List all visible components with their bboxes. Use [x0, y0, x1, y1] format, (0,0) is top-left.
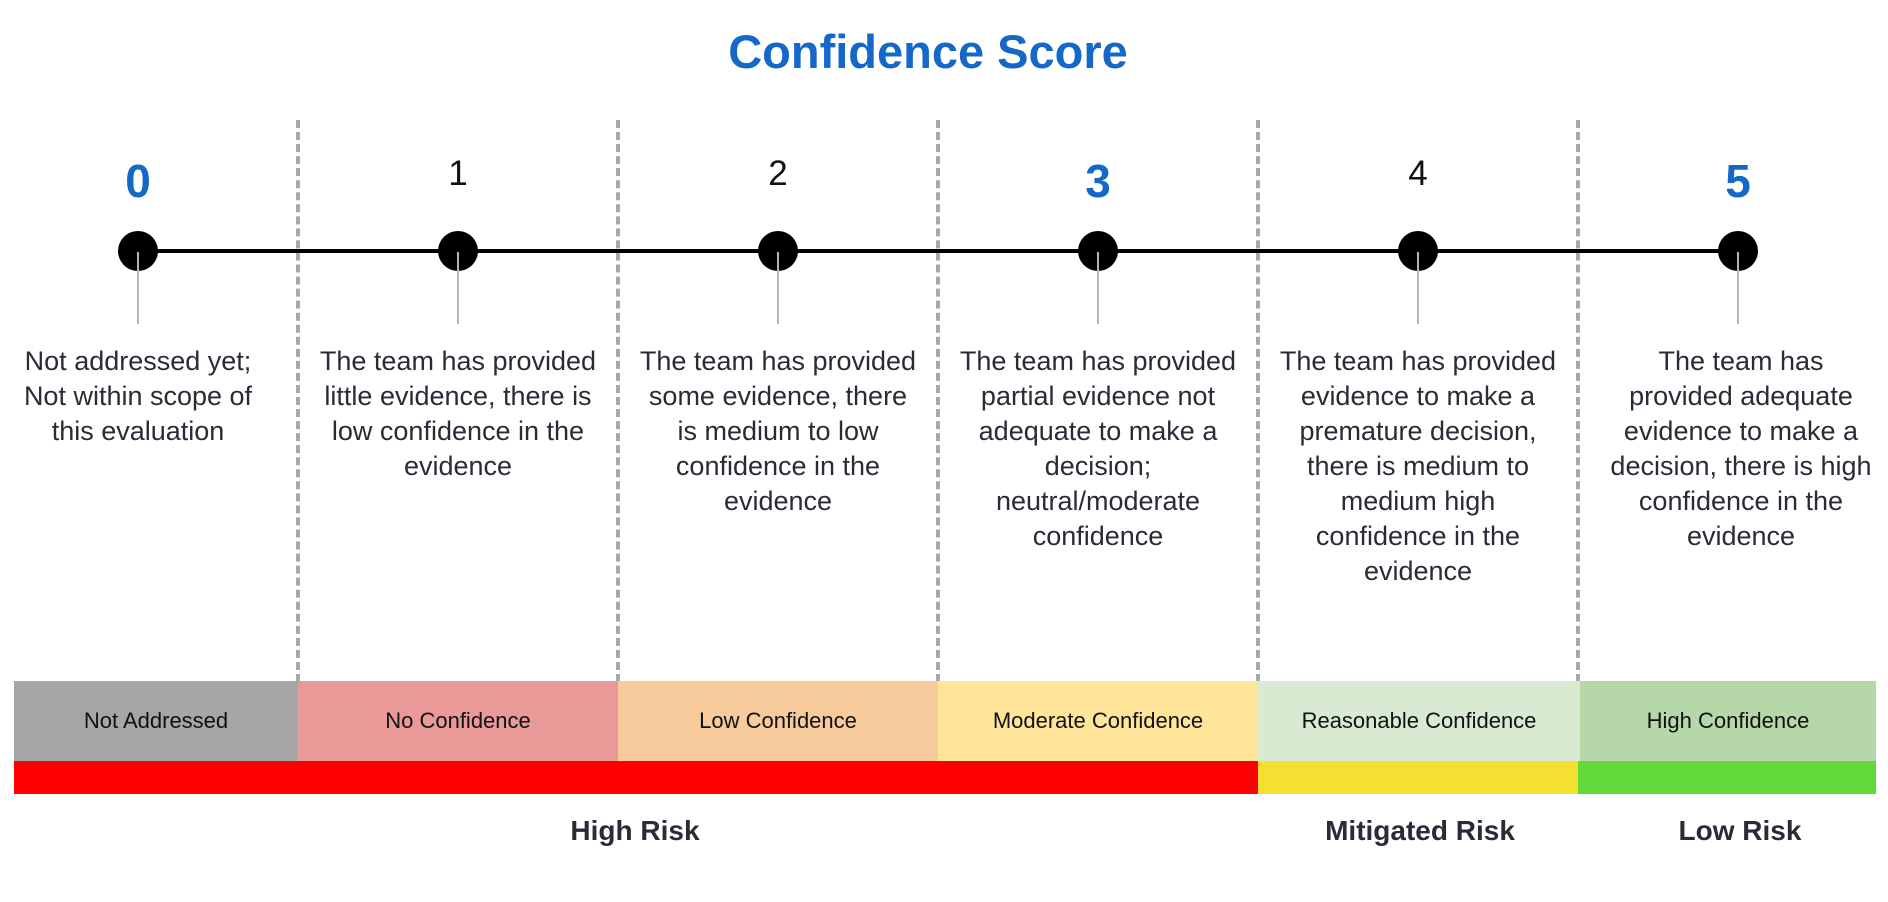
- band-reasonable-confidence: Reasonable Confidence: [1258, 681, 1580, 761]
- score-description-1: The team has provided little evidence, t…: [319, 346, 597, 481]
- score-description-0: Not addressed yet; Not within scope of t…: [23, 346, 253, 446]
- risk-label-mitigated: Mitigated Risk: [1325, 815, 1515, 846]
- score-number-5: 5: [1725, 155, 1751, 207]
- score-stem: [1737, 252, 1739, 324]
- column-divider: [616, 120, 620, 682]
- score-description-3: The team has provided partial evidence n…: [959, 346, 1237, 551]
- band-moderate-confidence: Moderate Confidence: [938, 681, 1258, 761]
- score-stem: [777, 252, 779, 324]
- score-description-2: The team has provided some evidence, the…: [639, 346, 917, 516]
- column-divider: [1256, 120, 1260, 682]
- risk-label-high: High Risk: [570, 815, 700, 846]
- risk-bar-mitigated: [1258, 761, 1578, 794]
- band-low-confidence: Low Confidence: [618, 681, 938, 761]
- score-number-4: 4: [1408, 154, 1428, 193]
- score-stem: [1097, 252, 1099, 324]
- score-number-0: 0: [125, 155, 151, 207]
- column-divider: [936, 120, 940, 682]
- score-stem: [457, 252, 459, 324]
- band-high-confidence: High Confidence: [1580, 681, 1876, 761]
- score-timeline: [138, 249, 1738, 253]
- score-number-2: 2: [768, 154, 788, 193]
- column-divider: [1576, 120, 1580, 682]
- band-no-confidence: No Confidence: [298, 681, 618, 761]
- risk-label-low: Low Risk: [1678, 815, 1802, 846]
- page-title: Confidence Score: [728, 25, 1128, 78]
- score-description-4: The team has provided evidence to make a…: [1279, 346, 1557, 586]
- score-number-3: 3: [1085, 155, 1111, 207]
- score-stem: [137, 252, 139, 324]
- risk-bar-low: [1578, 761, 1876, 794]
- score-number-1: 1: [448, 154, 468, 193]
- band-not-addressed: Not Addressed: [14, 681, 298, 761]
- column-divider: [296, 120, 300, 682]
- risk-bar-high: [14, 761, 1258, 794]
- score-stem: [1417, 252, 1419, 324]
- score-description-5: The team has provided adequate evidence …: [1610, 346, 1872, 551]
